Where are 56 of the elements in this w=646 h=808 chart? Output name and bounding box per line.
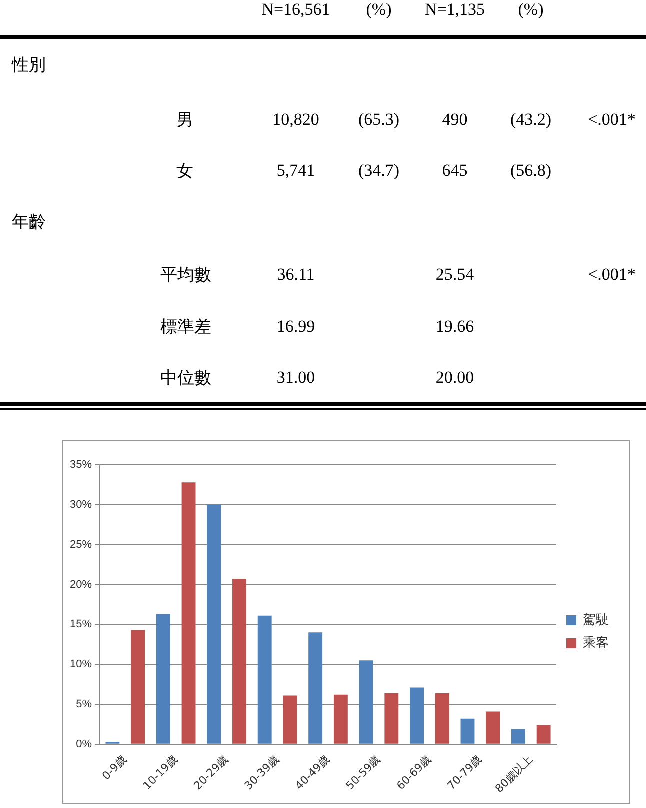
- bar: [308, 632, 323, 744]
- y-tick-label: 30%: [70, 498, 92, 511]
- text: 5,741: [276, 161, 316, 181]
- bar: [131, 630, 146, 744]
- text: 中位數: [160, 368, 212, 390]
- text: (%): [366, 0, 392, 20]
- text: (56.8): [510, 161, 552, 181]
- bar: [182, 482, 196, 744]
- bar: [460, 718, 475, 744]
- text: <.001*: [588, 110, 636, 130]
- bar: [486, 712, 500, 744]
- legend-label: 駕駛: [583, 612, 609, 628]
- text: 25.54: [436, 265, 474, 285]
- x-tick-label: 0-9歲: [100, 753, 130, 783]
- bar: [384, 693, 399, 744]
- text: 16.99: [276, 317, 316, 337]
- text: 平均數: [160, 264, 212, 286]
- y-tick-label: 15%: [70, 618, 92, 631]
- y-tick-label: 25%: [70, 538, 92, 551]
- y-tick-label: 20%: [70, 578, 92, 591]
- text: (65.3): [358, 110, 400, 130]
- x-tick-label: 80歲以上: [492, 753, 536, 796]
- text: N=16,561: [262, 0, 330, 20]
- text: 女: [176, 160, 194, 182]
- text: (43.2): [510, 110, 552, 130]
- text: 490: [442, 110, 468, 130]
- bar: [410, 688, 424, 744]
- bar: [283, 696, 298, 744]
- bar: [334, 694, 348, 744]
- bar: [536, 725, 551, 744]
- bar: [207, 504, 222, 744]
- text: 19.66: [436, 317, 474, 337]
- text: 20.00: [436, 368, 474, 388]
- bar: [156, 614, 170, 744]
- text: 31.00: [276, 368, 316, 388]
- text: N=1,135: [424, 0, 486, 20]
- text: (34.7): [358, 161, 400, 181]
- text: 36.11: [277, 265, 315, 285]
- bar: [511, 729, 526, 744]
- bar: [258, 616, 272, 744]
- bar: [232, 579, 246, 744]
- text: 男: [176, 110, 194, 132]
- text: 標準差: [160, 316, 212, 338]
- y-tick-label: 35%: [70, 459, 92, 472]
- bar: [359, 660, 374, 744]
- bar: [435, 693, 450, 744]
- legend-label: 乘客: [583, 634, 609, 651]
- y-tick-label: 5%: [76, 698, 92, 711]
- text: 性別: [12, 54, 46, 76]
- text: 645: [442, 161, 468, 181]
- y-tick-label: 0%: [76, 738, 92, 750]
- y-tick-label: 10%: [70, 658, 92, 671]
- text: <.001*: [588, 265, 636, 285]
- text: 10,820: [272, 110, 320, 130]
- text: 年齡: [12, 212, 46, 234]
- text: (%): [518, 0, 544, 20]
